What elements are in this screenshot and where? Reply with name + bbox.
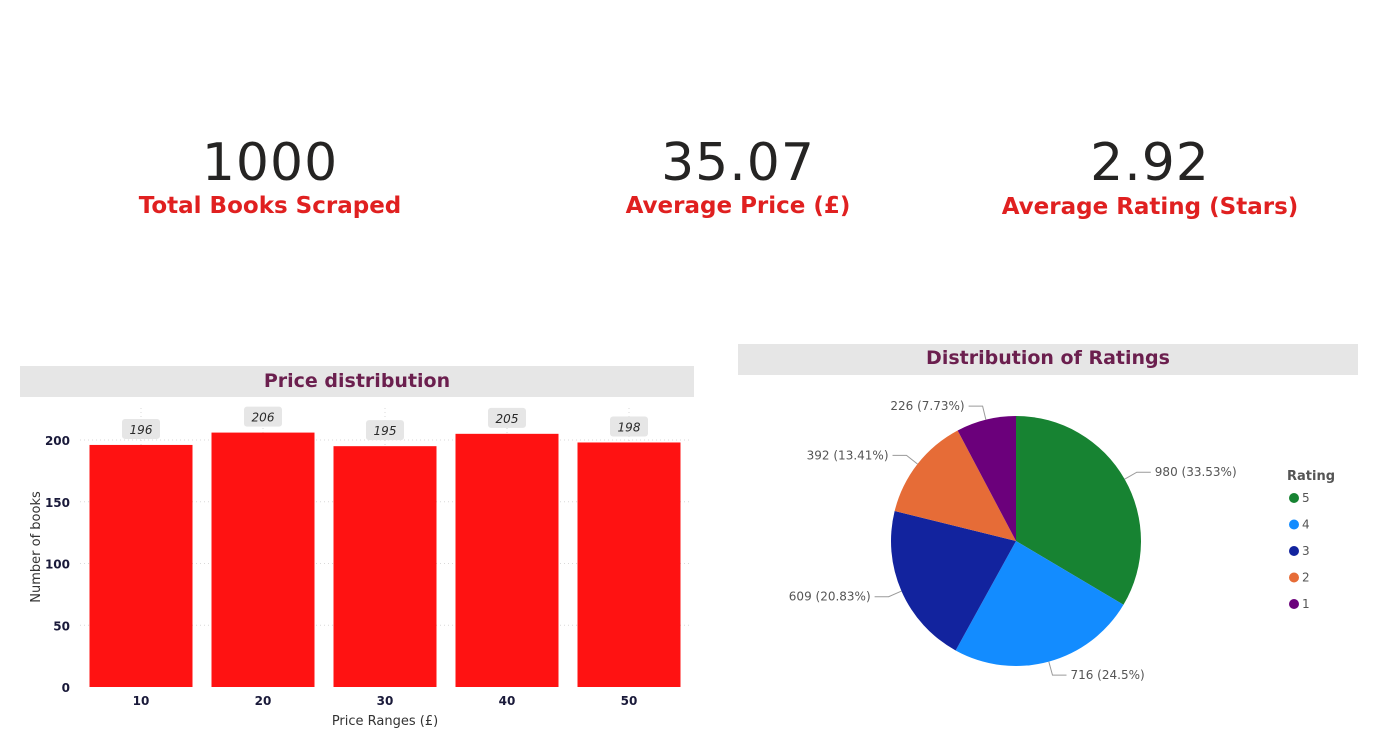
kpi-label: Total Books Scraped [138, 193, 402, 219]
y-axis-label: Number of books [29, 491, 44, 603]
data-label-bg [122, 418, 160, 439]
data-label-bg [488, 407, 526, 428]
x-tick-label: 50 [621, 694, 638, 708]
x-tick-label: 30 [377, 694, 394, 708]
rating-distribution-title: Distribution of Ratings [738, 344, 1358, 375]
pie-slice [894, 430, 1016, 541]
slice-data-label: 980 (33.53%) [1155, 465, 1237, 479]
legend-label: 5 [1302, 491, 1310, 505]
kpi-value: 1000 [201, 133, 339, 193]
y-tick-label: 150 [45, 496, 70, 510]
legend-marker [1289, 519, 1299, 530]
pie-slice [955, 541, 1124, 666]
x-tick-label: 40 [499, 694, 516, 708]
price-distribution-chart: 0 50 100 150 200 196 10 206 20 195 30 205 40 198 50 Pri… [29, 406, 690, 729]
kpi-label: Average Rating (Stars) [1001, 194, 1299, 220]
data-label: 206 [252, 411, 275, 425]
data-label: 198 [618, 420, 641, 434]
slice-data-label: 716 (24.5%) [1070, 668, 1144, 682]
kpi-label: Average Price (£) [625, 193, 851, 219]
slice-data-label: 226 (7.73%) [890, 399, 964, 413]
data-label: 196 [130, 423, 153, 437]
bar [333, 446, 437, 687]
kpi-value: 35.07 [661, 133, 815, 193]
pie-slice [1016, 416, 1141, 605]
leader-line [874, 590, 902, 598]
bar [577, 442, 681, 687]
kpi-value: 2.92 [1090, 133, 1210, 193]
legend-label: 3 [1302, 544, 1310, 558]
data-label-bg [244, 406, 282, 427]
legend-marker [1289, 599, 1299, 609]
legend-label: 2 [1302, 571, 1310, 585]
legend-label: 4 [1302, 518, 1310, 532]
price-distribution-title: Price distribution [20, 366, 694, 397]
legend-title: Rating [1287, 469, 1335, 484]
x-tick-label: 10 [133, 694, 150, 708]
y-tick-label: 0 [62, 681, 70, 695]
legend-marker [1289, 572, 1299, 583]
bar [89, 444, 193, 687]
kpi-total-books: 1000 Total Books Scraped [50, 135, 490, 221]
leader-line [968, 405, 987, 420]
legend-label: 1 [1302, 597, 1310, 611]
legend-marker [1289, 493, 1299, 503]
y-tick-label: 200 [45, 434, 70, 448]
leader-line [1048, 661, 1067, 676]
data-label: 205 [496, 412, 519, 426]
slice-data-label: 392 (13.41%) [807, 448, 889, 462]
y-tick-label: 100 [45, 558, 70, 572]
bar [455, 433, 559, 687]
bar [211, 432, 315, 687]
x-tick-label: 20 [255, 694, 272, 708]
kpi-average-price: 35.07 Average Price (£) [518, 135, 958, 221]
y-tick-label: 50 [53, 619, 70, 633]
data-label-bg [610, 416, 648, 437]
x-axis-label: Price Ranges (£) [332, 714, 438, 729]
pie-slice [957, 416, 1016, 541]
leader-line [892, 454, 918, 465]
pie-slice [890, 511, 1016, 651]
legend-marker [1289, 546, 1299, 556]
kpi-average-rating: 2.92 Average Rating (Stars) [930, 135, 1370, 222]
leader-line [1124, 471, 1151, 480]
data-label-bg [366, 420, 404, 441]
slice-data-label: 609 (20.83%) [789, 590, 871, 604]
data-label: 195 [374, 424, 397, 438]
rating-distribution-chart: 980 (33.53%) 716 (24.5%) 609 (20.83%) 392 (… [789, 399, 1335, 682]
